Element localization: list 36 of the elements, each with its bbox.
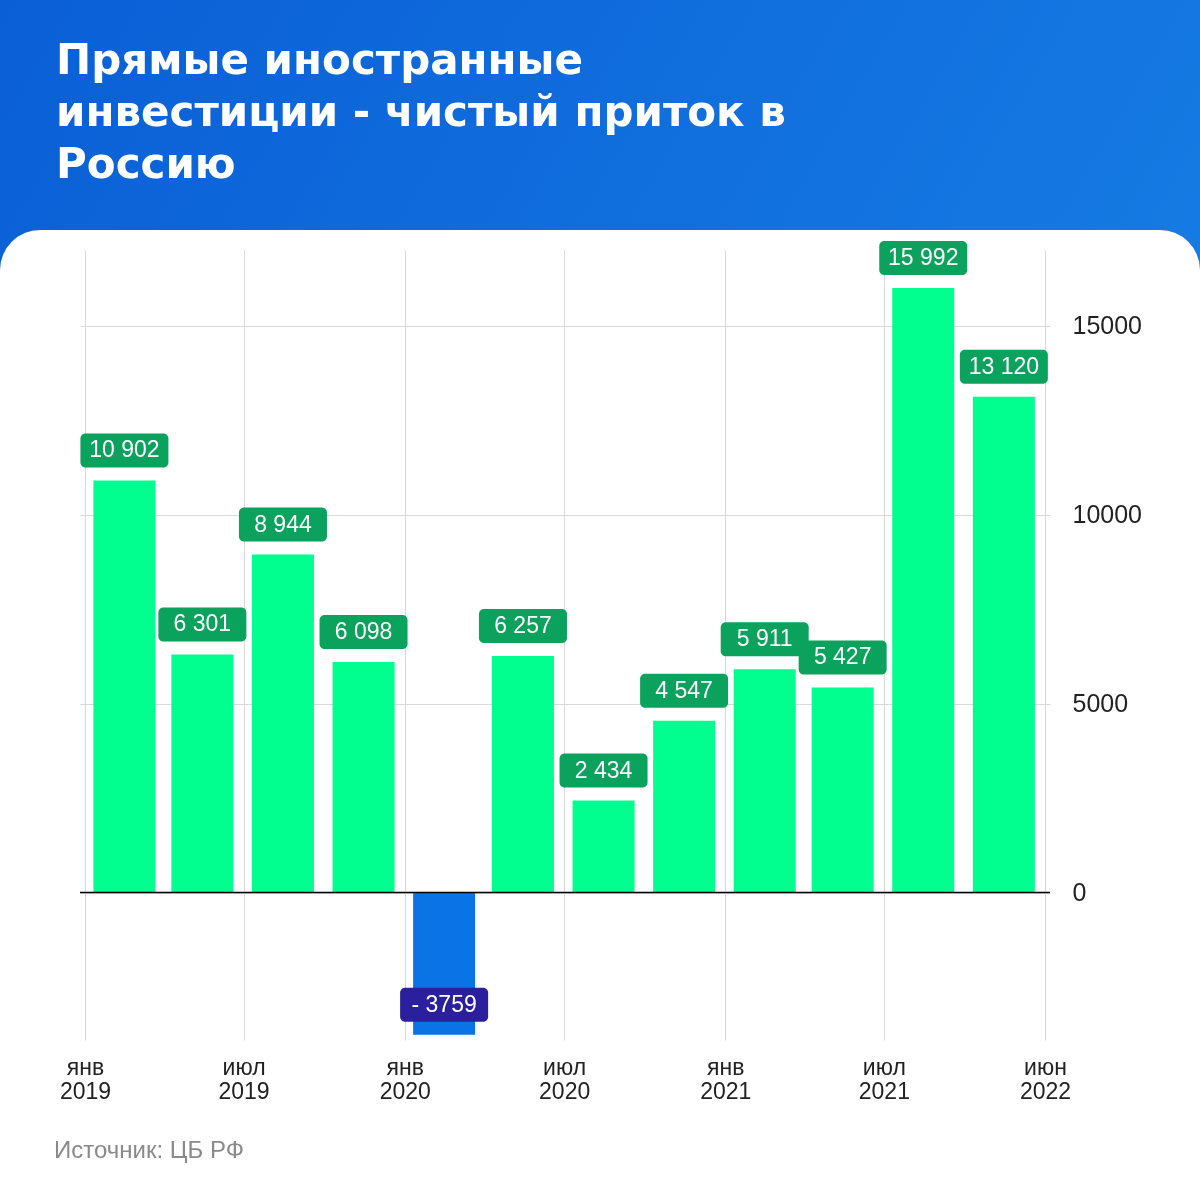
data-label: 5 911 [736, 625, 793, 652]
text: Источник: ЦБ РФ [54, 1136, 244, 1164]
data-label: 5 427 [813, 643, 872, 670]
data-label: 15 992 [888, 244, 959, 271]
x-tick-label: июл 2020 [539, 1053, 591, 1104]
bar [93, 480, 156, 893]
x-tick-label: июн 2022 [1019, 1053, 1072, 1104]
data-label: 6 098 [334, 618, 393, 645]
data-label: 6 301 [173, 610, 232, 637]
data-label: 8 944 [254, 510, 312, 537]
y-tick-label: 15000 [1072, 311, 1143, 340]
x-tick-label: янв 2019 [59, 1053, 112, 1104]
data-label: 2 434 [574, 756, 633, 783]
x-tick-label: июл 2021 [858, 1053, 910, 1104]
data-label: 4 547 [655, 676, 713, 703]
x-tick-label: янв 2020 [379, 1053, 431, 1104]
chart-title: Прямые иностранные инвестиции - чистый приток в Россию [56, 34, 787, 190]
bar [572, 800, 635, 893]
data-label: - 3759 [411, 990, 477, 1017]
bar [892, 288, 955, 893]
bar [251, 554, 314, 893]
bar [171, 654, 234, 893]
bar [972, 396, 1035, 893]
x-tick-label: янв 2021 [700, 1053, 752, 1104]
y-tick-label: 0 [1072, 878, 1087, 907]
y-tick-label: 10000 [1072, 500, 1143, 529]
y-tick-label: 5000 [1072, 689, 1129, 718]
data-label: 10 902 [89, 436, 160, 463]
data-label: 6 257 [494, 612, 552, 639]
bar [733, 669, 796, 893]
data-label: 13 120 [968, 352, 1040, 379]
x-tick-label: июл 2019 [218, 1053, 270, 1104]
bar [332, 662, 395, 893]
bar [491, 656, 554, 893]
bar [811, 687, 874, 893]
bar [653, 720, 716, 893]
